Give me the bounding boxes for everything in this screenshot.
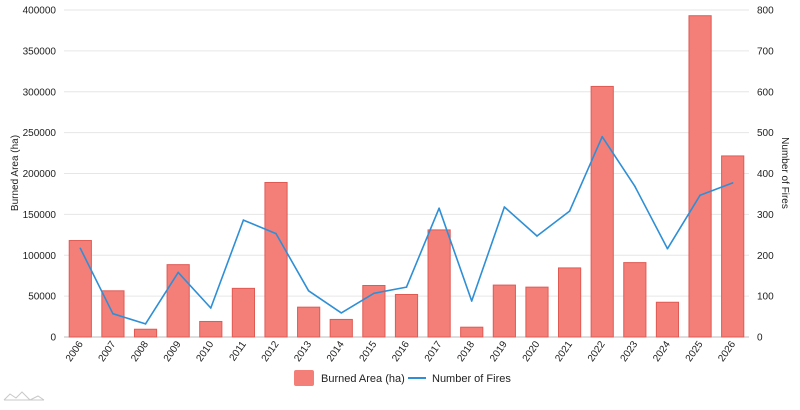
- bar-series: [68, 15, 745, 338]
- legend-bar-swatch: [294, 370, 314, 386]
- left-tick-label: 350000: [23, 46, 57, 57]
- legend-bar-label: Burned Area (ha): [321, 373, 405, 385]
- x-tick-label: 2023: [619, 339, 641, 364]
- x-tick-label: 2019: [488, 339, 510, 364]
- bar-2011[interactable]: [231, 287, 255, 338]
- line-point-2018[interactable]: [470, 300, 473, 302]
- x-tick-label: 2024: [651, 339, 673, 364]
- legend-item-line[interactable]: Number of Fires: [408, 373, 511, 385]
- right-tick-label: 500: [757, 128, 774, 139]
- line-point-2009[interactable]: [177, 271, 179, 274]
- bar-2010[interactable]: [199, 320, 223, 338]
- legend-line-label: Number of Fires: [432, 373, 511, 385]
- line-point-2011[interactable]: [242, 219, 245, 221]
- line-point-2023[interactable]: [634, 185, 636, 187]
- x-tick-label: 2016: [390, 339, 412, 364]
- line-series: [79, 135, 734, 325]
- x-tick-label: 2018: [455, 339, 477, 364]
- x-tick-label: 2007: [97, 339, 119, 364]
- bar-2021[interactable]: [558, 267, 582, 338]
- bar-2020[interactable]: [525, 286, 549, 338]
- x-tick-label: 2011: [228, 339, 250, 363]
- bar-2008[interactable]: [133, 328, 158, 338]
- bar-2013[interactable]: [297, 306, 321, 338]
- line-point-2016[interactable]: [405, 286, 408, 288]
- line-point-2022[interactable]: [601, 135, 604, 138]
- x-tick-label: 2017: [423, 339, 445, 364]
- x-axis-ticks: 2006 2007 2008 2009 2010 2011 2012 2013 2014 2015…: [64, 339, 738, 364]
- left-tick-label: 300000: [23, 87, 57, 98]
- bar-2025[interactable]: [688, 15, 712, 338]
- right-tick-label: 700: [757, 46, 774, 57]
- x-tick-label: 2015: [358, 339, 380, 364]
- bar-2023[interactable]: [623, 262, 647, 338]
- legend-item-bar[interactable]: Burned Area (ha): [294, 370, 405, 386]
- left-axis-title: Burned Area (ha): [10, 135, 21, 211]
- right-axis-title: Number of Fires: [779, 137, 790, 209]
- right-tick-label: 0: [757, 333, 763, 344]
- line-point-2026[interactable]: [731, 182, 734, 184]
- line-point-2012[interactable]: [275, 232, 277, 235]
- left-tick-label: 150000: [23, 210, 57, 221]
- left-tick-label: 200000: [23, 169, 57, 180]
- line-point-2021[interactable]: [568, 210, 571, 212]
- left-tick-label: 400000: [23, 6, 57, 17]
- line-point-2019[interactable]: [503, 206, 506, 208]
- x-tick-label: 2008: [129, 339, 151, 364]
- watermark-logo: [3, 391, 45, 401]
- bar-2015[interactable]: [362, 284, 386, 338]
- x-tick-label: 2010: [194, 339, 216, 364]
- bar-2006[interactable]: [68, 240, 92, 338]
- x-tick-label: 2021: [553, 339, 575, 364]
- line-point-2020[interactable]: [536, 235, 538, 237]
- line-point-2013[interactable]: [307, 290, 310, 292]
- line-point-2007[interactable]: [112, 312, 114, 315]
- line-point-2025[interactable]: [699, 194, 701, 196]
- x-tick-label: 2006: [64, 339, 86, 364]
- line-point-2006[interactable]: [79, 247, 82, 250]
- bar-2026[interactable]: [721, 155, 745, 338]
- left-tick-label: 0: [50, 333, 56, 344]
- bar-2009[interactable]: [166, 264, 190, 338]
- x-tick-label: 2022: [586, 339, 608, 364]
- right-tick-label: 300: [757, 210, 774, 221]
- left-tick-label: 100000: [23, 251, 57, 262]
- x-tick-label: 2009: [162, 339, 184, 364]
- x-tick-label: 2013: [292, 339, 314, 364]
- bar-2018[interactable]: [460, 326, 484, 338]
- left-axis-ticks: 0 50000 100000 150000 200000 250000 300000 3500…: [23, 6, 57, 344]
- x-tick-label: 2012: [260, 339, 282, 364]
- right-tick-label: 200: [757, 251, 774, 262]
- line-point-2017[interactable]: [438, 207, 440, 210]
- right-tick-label: 600: [757, 87, 774, 98]
- line-point-2015[interactable]: [373, 292, 375, 295]
- right-tick-label: 800: [757, 6, 774, 17]
- x-tick-label: 2026: [716, 339, 738, 364]
- bar-2012[interactable]: [264, 181, 288, 338]
- bar-2024[interactable]: [655, 301, 680, 338]
- x-tick-label: 2014: [325, 339, 347, 364]
- right-axis-ticks: 0 100 200 300 400 500 600 700 800: [757, 6, 774, 344]
- left-tick-label: 250000: [23, 128, 57, 139]
- right-tick-label: 400: [757, 169, 774, 180]
- bar-2017[interactable]: [427, 229, 451, 338]
- bar-2016[interactable]: [394, 293, 419, 338]
- line-point-2014[interactable]: [340, 312, 343, 314]
- line-point-2010[interactable]: [209, 307, 212, 309]
- bar-2022[interactable]: [590, 85, 614, 338]
- right-tick-label: 100: [757, 292, 774, 303]
- left-tick-label: 50000: [28, 292, 56, 303]
- legend: Burned Area (ha) Number of Fires: [294, 370, 511, 386]
- bar-2014[interactable]: [329, 318, 353, 338]
- line-point-2008[interactable]: [144, 323, 147, 325]
- x-tick-label: 2025: [684, 339, 706, 364]
- line-point-2024[interactable]: [666, 247, 669, 250]
- bar-2019[interactable]: [492, 284, 516, 338]
- x-tick-label: 2020: [521, 339, 543, 364]
